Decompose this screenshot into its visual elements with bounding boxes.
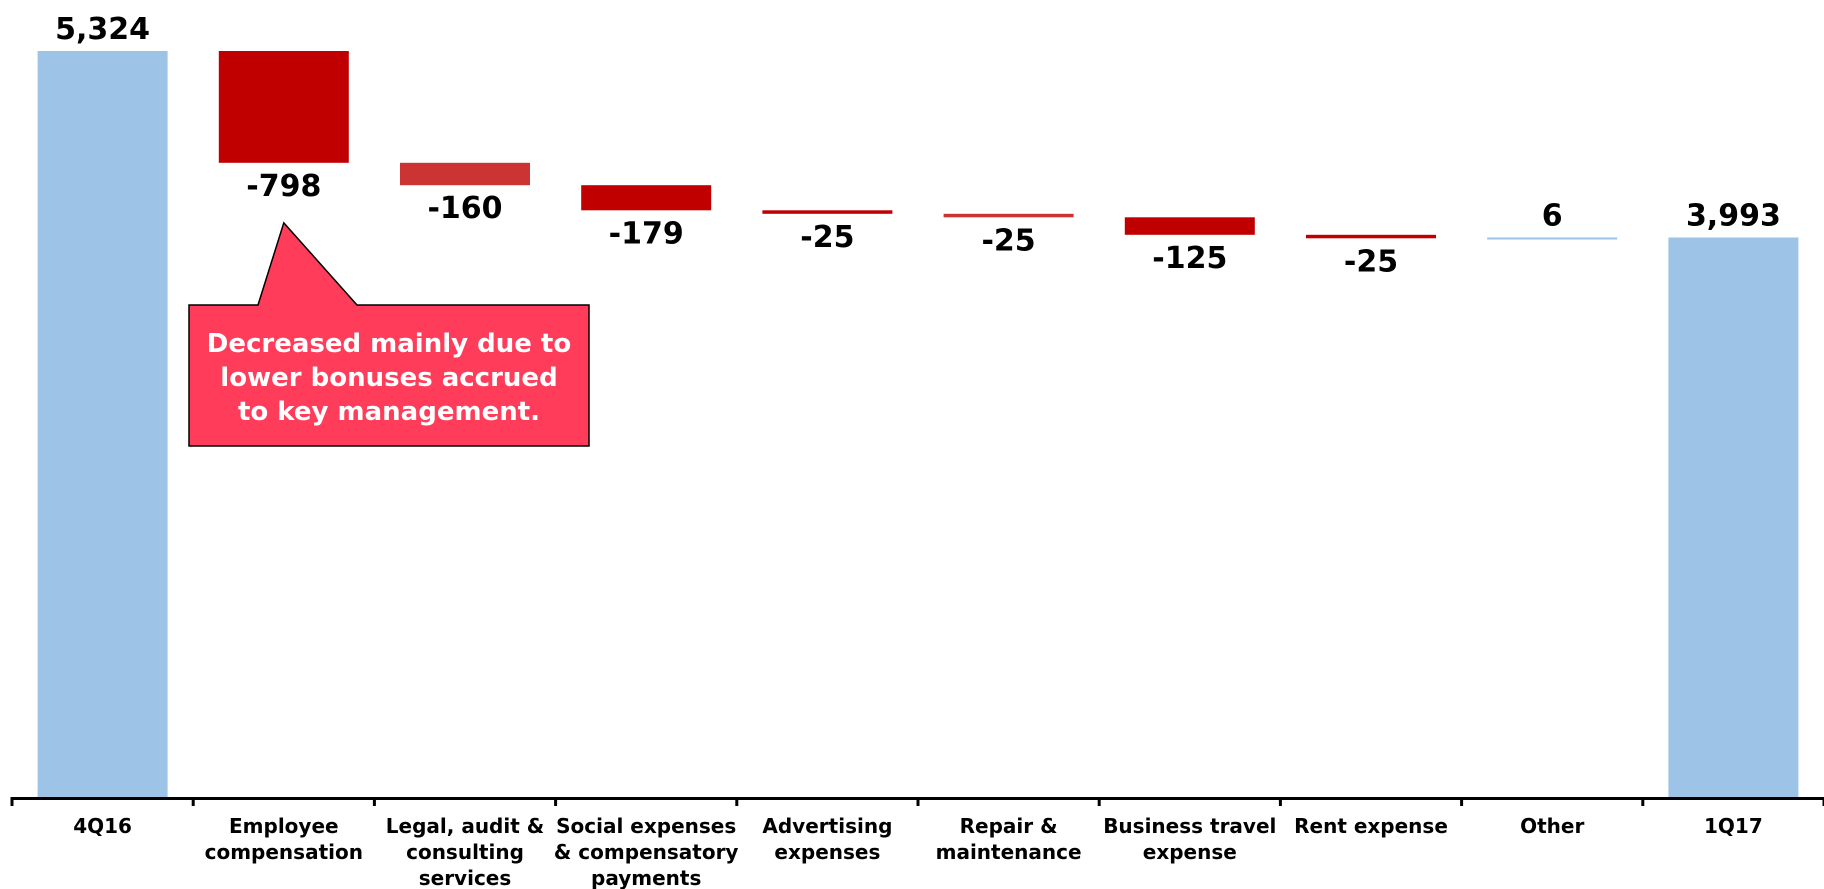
category-label-1: Employee compensation [205,814,363,864]
bar-5 [944,214,1074,218]
bar-8 [1487,238,1617,240]
value-label-4: -25 [800,220,854,255]
category-label-0: 4Q16 [73,814,132,838]
value-label-1: -798 [246,169,321,204]
callout-text: Decreased mainly due to lower bonuses acc… [207,329,571,427]
bar-6 [1125,217,1255,235]
category-label-4: Advertising expenses [762,814,892,864]
bar-3 [581,185,711,210]
bar-9 [1668,238,1798,798]
bar-7 [1306,235,1436,239]
bar-4 [762,210,892,214]
category-label-9: 1Q17 [1704,814,1763,838]
category-label-2: Legal, audit & consulting services [386,814,544,889]
category-label-7: Rent expense [1294,814,1448,838]
bar-0 [38,51,168,797]
category-label-5: Repair & maintenance [936,814,1082,864]
value-label-6: -125 [1152,241,1227,276]
value-label-5: -25 [981,223,1035,258]
category-label-3: Social expenses & compensatory payments [554,814,739,889]
category-label-6: Business travel expense [1103,814,1276,864]
bar-2 [400,163,530,185]
value-label-0: 5,324 [55,12,150,47]
category-label-8: Other [1520,814,1584,838]
bar-1 [219,51,349,163]
value-label-9: 3,993 [1686,199,1781,234]
value-label-8: 6 [1542,199,1563,234]
category-labels-layer: 4Q16 Employee compensation Legal, audit & co… [73,814,1763,889]
value-label-7: -25 [1344,244,1398,279]
value-label-3: -179 [609,216,684,251]
value-label-2: -160 [427,191,502,226]
annotation-callout: Decreased mainly due to lower bonuses acc… [189,223,589,446]
x-axis [12,797,1824,806]
